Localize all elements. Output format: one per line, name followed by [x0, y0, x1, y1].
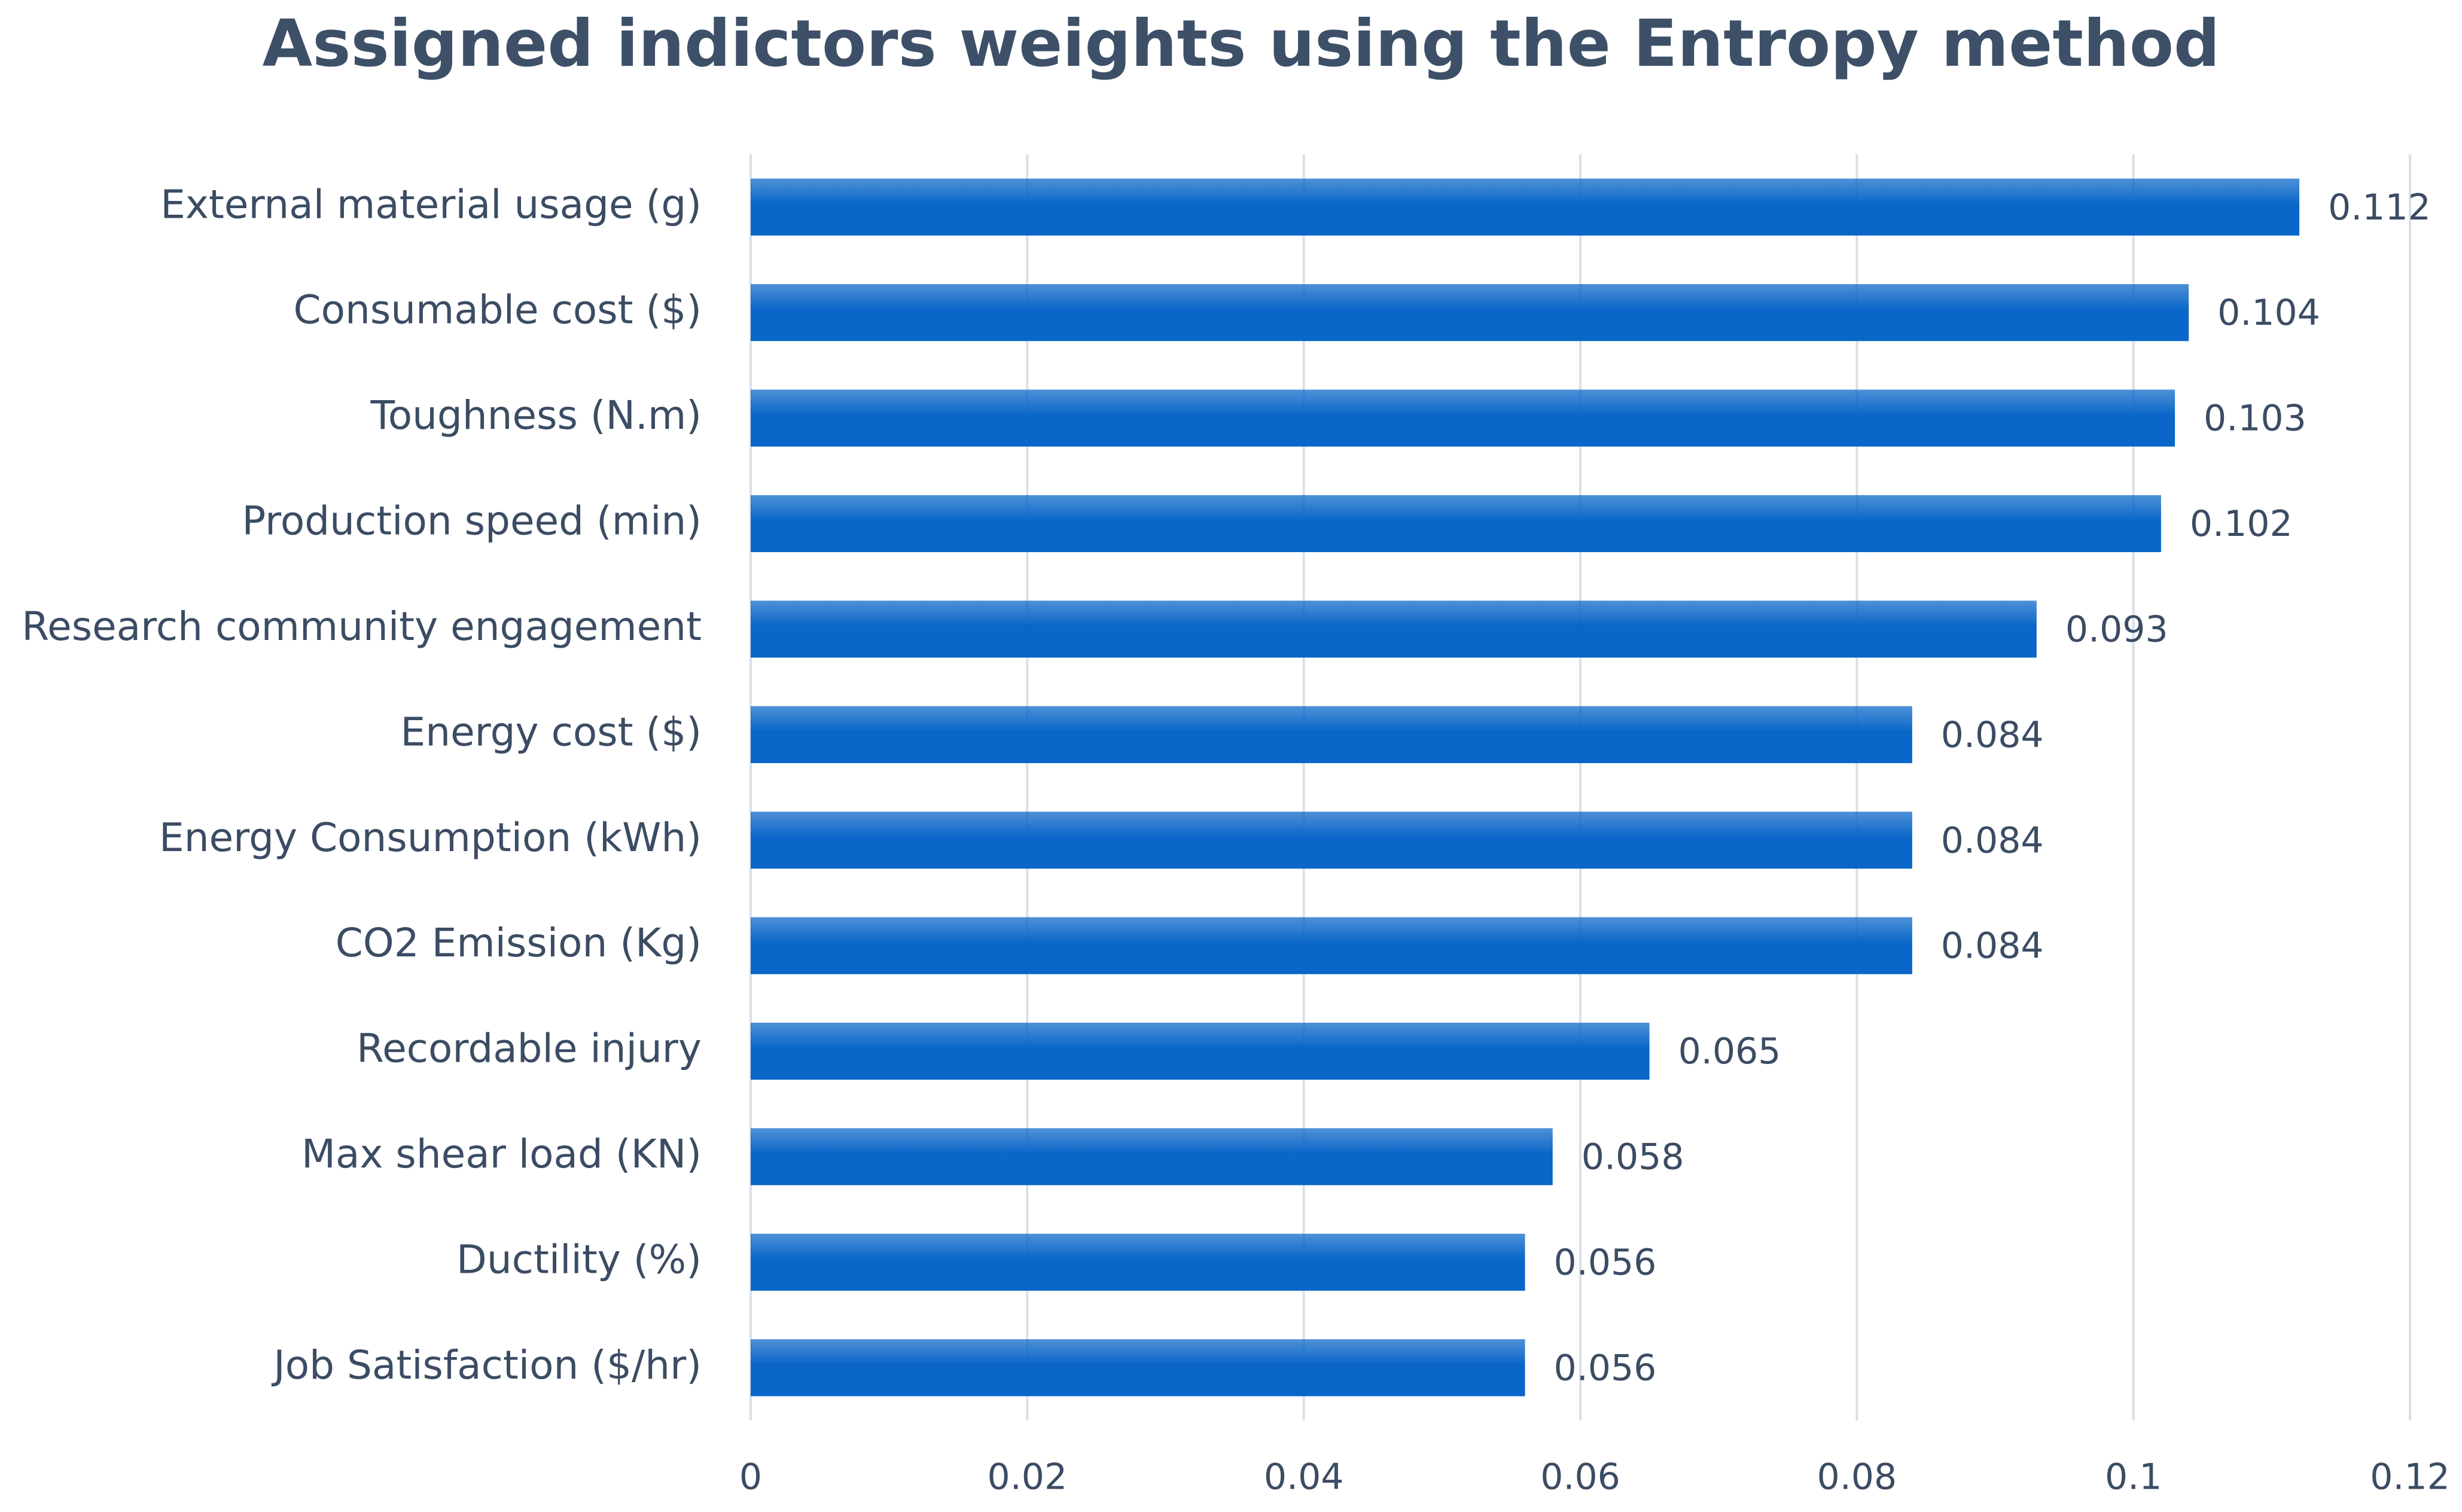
chart-title: Assigned indictors weights using the Ent… [263, 7, 2220, 81]
y-tick-label: Toughness (N.m) [370, 392, 702, 438]
y-tick-label: External material usage (g) [160, 181, 702, 227]
y-tick-label: CO2 Emission (Kg) [336, 920, 702, 966]
x-tick-label: 0.04 [1264, 1456, 1344, 1498]
y-tick-label: Research community engagement [22, 603, 702, 650]
y-tick-label: Recordable injury [356, 1026, 702, 1072]
value-label: 0.084 [1941, 714, 2044, 756]
value-label: 0.104 [2217, 292, 2320, 334]
value-label: 0.093 [2065, 608, 2168, 650]
bar [751, 812, 1912, 869]
bar [751, 600, 2037, 658]
value-label: 0.112 [2328, 187, 2431, 228]
value-label: 0.102 [2190, 503, 2293, 545]
y-tick-label: Consumable cost ($) [294, 287, 702, 333]
value-label: 0.103 [2204, 398, 2306, 440]
value-label: 0.056 [1554, 1242, 1657, 1284]
bar [751, 389, 2175, 447]
bar [751, 917, 1912, 974]
value-label: 0.065 [1678, 1031, 1781, 1072]
y-tick-label: Energy Consumption (kWh) [159, 815, 702, 861]
bar [751, 1128, 1553, 1185]
x-tick-label: 0.06 [1540, 1456, 1620, 1498]
bar [751, 284, 2189, 342]
x-tick-label: 0.02 [988, 1456, 1068, 1498]
bar [751, 1339, 1525, 1397]
x-tick-label: 0.08 [1817, 1456, 1897, 1498]
y-tick-label: Ductility (%) [456, 1236, 702, 1282]
y-tick-label: Energy cost ($) [401, 709, 702, 755]
y-tick-label: Max shear load (KN) [301, 1131, 702, 1177]
y-tick-label: Job Satisfaction ($/hr) [271, 1342, 702, 1388]
bar [751, 1022, 1650, 1080]
bar [751, 1233, 1525, 1291]
value-label: 0.084 [1941, 925, 2044, 967]
bar [751, 495, 2161, 553]
value-label: 0.056 [1554, 1347, 1657, 1389]
bar [751, 706, 1912, 763]
value-label: 0.058 [1582, 1136, 1684, 1178]
x-tick-label: 0.1 [2105, 1456, 2162, 1498]
x-tick-label: 0.12 [2370, 1456, 2450, 1498]
y-tick-label: Production speed (min) [242, 498, 702, 544]
value-label: 0.084 [1941, 819, 2044, 861]
x-tick-label: 0 [739, 1456, 762, 1498]
bar [751, 178, 2300, 236]
